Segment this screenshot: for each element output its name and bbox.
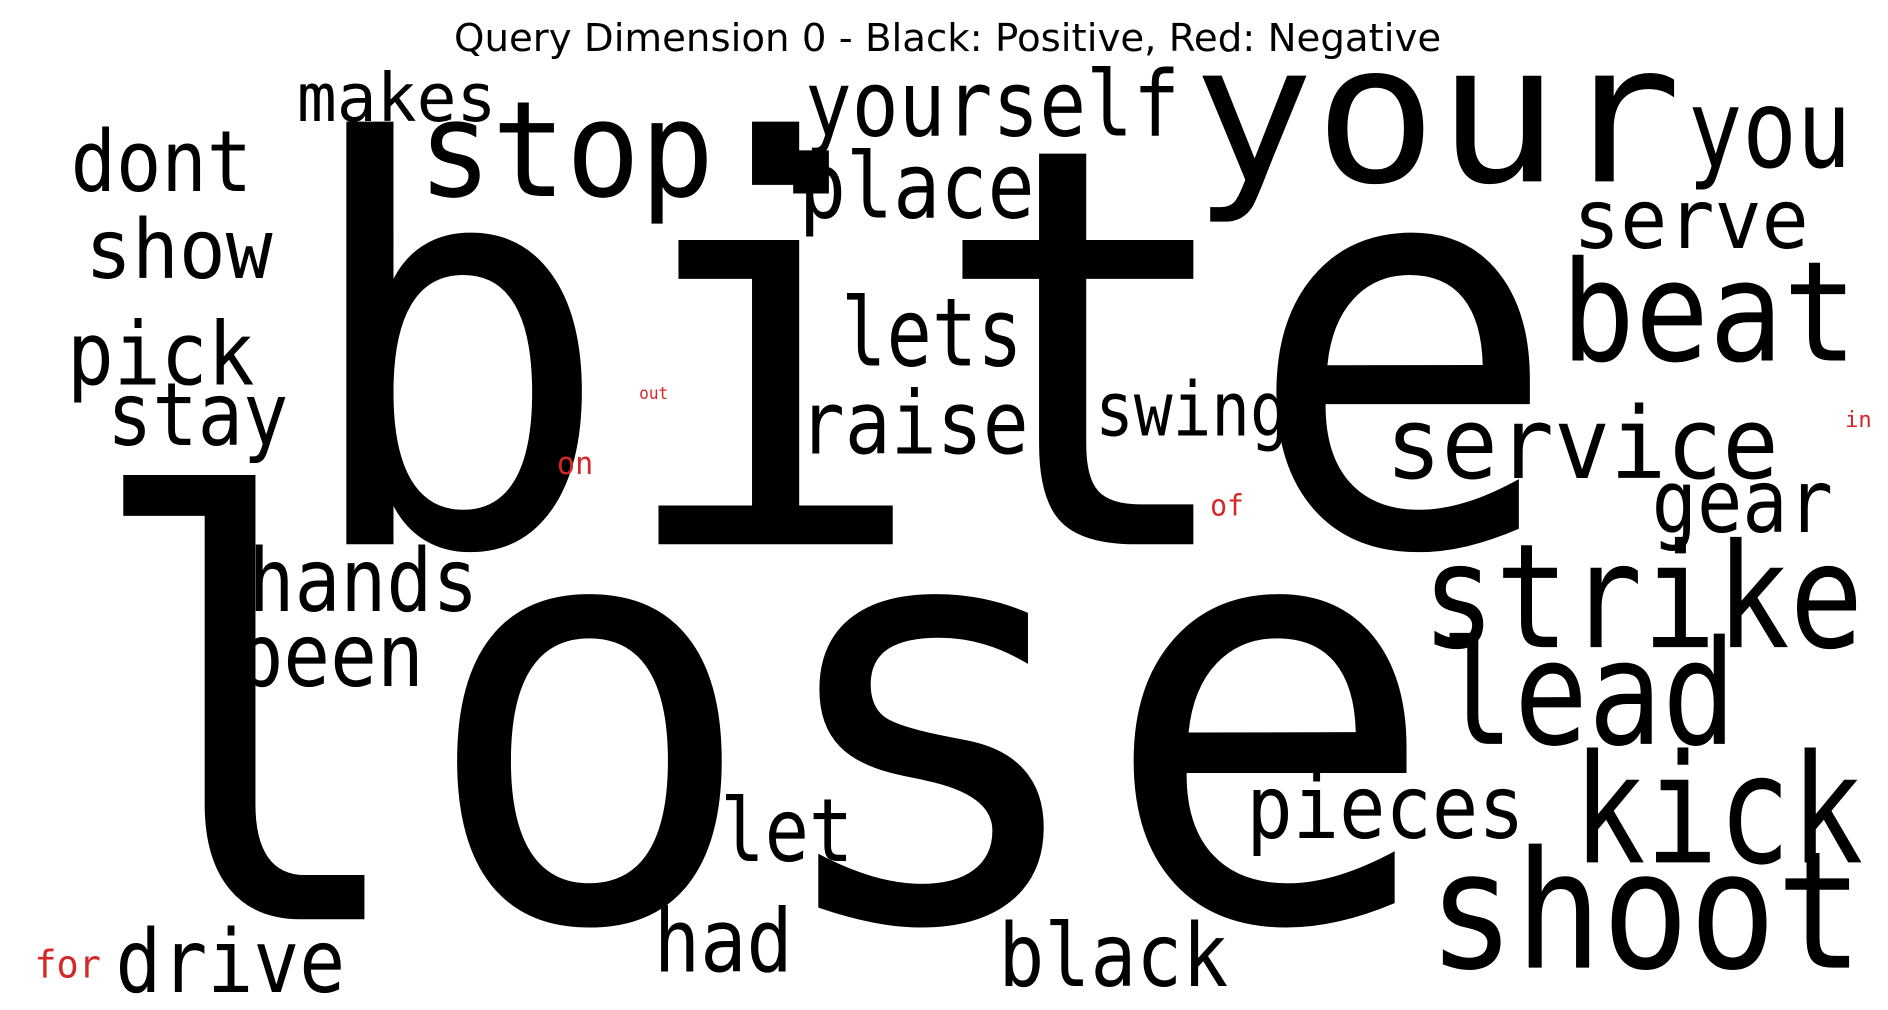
- word: let: [720, 780, 853, 882]
- word: of: [1210, 488, 1244, 522]
- word: makes: [297, 59, 497, 137]
- word: stay: [107, 364, 288, 466]
- word: lead: [1440, 610, 1736, 779]
- chart-title: Query Dimension 0 - Black: Positive, Red…: [454, 16, 1441, 61]
- word: lose: [79, 380, 1440, 1010]
- word: been: [236, 605, 423, 707]
- word: on: [557, 446, 593, 482]
- word: place: [799, 135, 1035, 240]
- word: .: [724, 0, 899, 263]
- word: out: [639, 383, 668, 403]
- word: strike: [1422, 513, 1863, 682]
- word: beat: [1561, 231, 1857, 393]
- word: your: [1192, 1, 1682, 227]
- word: black: [998, 905, 1228, 1007]
- word: pick: [67, 304, 254, 406]
- word: lets: [841, 278, 1022, 388]
- word: service: [1385, 387, 1778, 502]
- word: raise: [799, 373, 1029, 475]
- word: yourself: [805, 52, 1180, 157]
- word: bite: [297, 29, 1561, 676]
- word: for: [34, 942, 101, 987]
- word: swing: [1095, 365, 1289, 453]
- word: stop: [418, 73, 714, 228]
- word: in: [1845, 408, 1872, 433]
- word: hands: [248, 530, 478, 632]
- word: drive: [115, 911, 345, 1010]
- word: kick: [1573, 722, 1863, 898]
- word: gear: [1652, 451, 1833, 553]
- word: show: [85, 203, 273, 298]
- word: dont: [71, 112, 252, 211]
- word: had: [654, 890, 793, 992]
- word: you: [1688, 66, 1851, 193]
- word: pieces: [1246, 757, 1524, 859]
- word: shoot: [1428, 816, 1863, 1007]
- word: serve: [1573, 173, 1809, 268]
